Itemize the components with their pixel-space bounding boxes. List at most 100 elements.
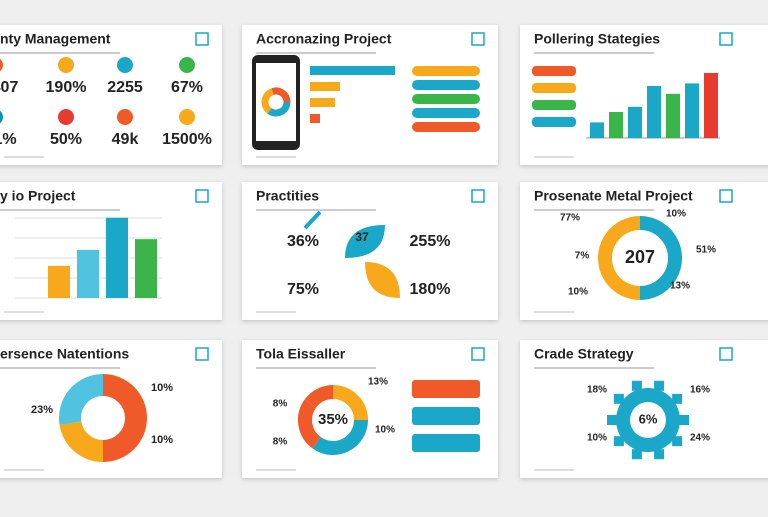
subtitle-line — [534, 209, 654, 211]
stat-value: 50% — [50, 131, 82, 148]
footer-line — [534, 156, 574, 158]
gear-tooth — [607, 415, 617, 425]
footer-line — [256, 156, 296, 158]
stat-value: 10% — [151, 382, 173, 394]
pill — [412, 66, 480, 76]
stat-value: 16% — [690, 385, 710, 396]
stat-icon — [0, 110, 3, 124]
stat-icon — [117, 109, 133, 125]
subtitle-line — [256, 367, 376, 369]
stat-value: 18% — [587, 385, 607, 396]
stat-value: 37 — [355, 230, 369, 244]
slide — [520, 25, 768, 165]
gear-tooth — [679, 415, 689, 425]
stat-value: 255% — [410, 233, 451, 250]
bar — [310, 66, 395, 75]
leaf — [365, 262, 400, 298]
bar — [590, 122, 604, 138]
bar — [628, 106, 642, 138]
slide-icon — [471, 32, 485, 46]
gear-tooth — [631, 380, 642, 391]
subtitle-line — [256, 52, 376, 54]
donut-segment — [59, 420, 104, 462]
stat-value: 51% — [696, 245, 716, 256]
bar — [106, 217, 128, 298]
subtitle-line — [534, 367, 654, 369]
pill — [412, 108, 480, 118]
gear-tooth — [613, 393, 624, 404]
donut-segment — [639, 216, 682, 300]
footer-line — [4, 311, 44, 313]
stat-value: 49k — [112, 131, 139, 148]
pill — [532, 83, 576, 93]
slide-icon — [195, 32, 209, 46]
slide-icon — [471, 189, 485, 203]
pill — [412, 407, 480, 425]
slide-icon — [195, 189, 209, 203]
bar — [77, 249, 99, 298]
stat-value: 407 — [0, 79, 18, 96]
donut-segment — [59, 374, 104, 425]
bar — [685, 83, 699, 138]
donut-center — [614, 232, 666, 284]
slide-title: Prosenate Metal Project — [534, 188, 693, 204]
footer-line — [534, 469, 574, 471]
donut-segment — [298, 399, 322, 449]
slide-title: Pollering Stategies — [534, 31, 660, 47]
subtitle-line — [256, 209, 376, 211]
footer-line — [256, 469, 296, 471]
stat-icon — [0, 58, 3, 72]
gear-tooth — [613, 436, 624, 447]
stat-icon — [117, 57, 133, 73]
slide-title: Accronazing Project — [256, 31, 392, 47]
donut-segment — [312, 419, 368, 455]
stat-value: 10% — [587, 433, 607, 444]
stat-icon — [179, 109, 195, 125]
footer-line — [4, 156, 44, 158]
gear-tooth — [672, 436, 683, 447]
subtitle-line — [0, 367, 120, 369]
slide-icon — [719, 189, 733, 203]
subtitle-line — [0, 52, 120, 54]
footer-line — [4, 469, 44, 471]
stat-value: 7% — [575, 251, 590, 262]
stat-value: 75% — [287, 281, 319, 298]
subtitle-line — [534, 52, 654, 54]
stat-value: 77% — [560, 213, 580, 224]
leaf — [345, 225, 385, 258]
stat-value: 2255 — [107, 79, 143, 96]
stat-value: 23% — [31, 404, 53, 416]
pill — [532, 117, 576, 127]
donut-segment — [271, 87, 291, 103]
slide-icon — [719, 32, 733, 46]
slide-title: Crade Strategy — [534, 346, 634, 362]
pill — [412, 380, 480, 398]
donut-segment — [332, 385, 368, 421]
footer-line — [256, 311, 296, 313]
footer-line — [534, 311, 574, 313]
subtitle-line — [0, 209, 120, 211]
stat-icon — [179, 57, 195, 73]
slide-icon — [471, 347, 485, 361]
gear-tooth — [672, 393, 683, 404]
stat-value: 190% — [46, 79, 87, 96]
stat-icon — [58, 109, 74, 125]
stat-value: 1500% — [162, 131, 212, 148]
stat-value: 180% — [410, 281, 451, 298]
gear-tooth — [631, 449, 642, 460]
bar — [135, 239, 157, 298]
gear-center — [630, 402, 666, 438]
gear-tooth — [654, 449, 665, 460]
stat-value: 67% — [171, 79, 203, 96]
slide-icon — [195, 347, 209, 361]
donut-segment — [261, 88, 275, 114]
gear-tooth — [654, 380, 665, 391]
slide — [0, 25, 222, 165]
stat-value: 10% — [568, 287, 588, 298]
donut-segment — [267, 101, 291, 117]
donut-segment — [598, 216, 641, 300]
stat-value: 10% — [375, 425, 395, 436]
stat-value: 10% — [666, 209, 686, 220]
slide-title: Tola Eissaller — [256, 346, 346, 362]
